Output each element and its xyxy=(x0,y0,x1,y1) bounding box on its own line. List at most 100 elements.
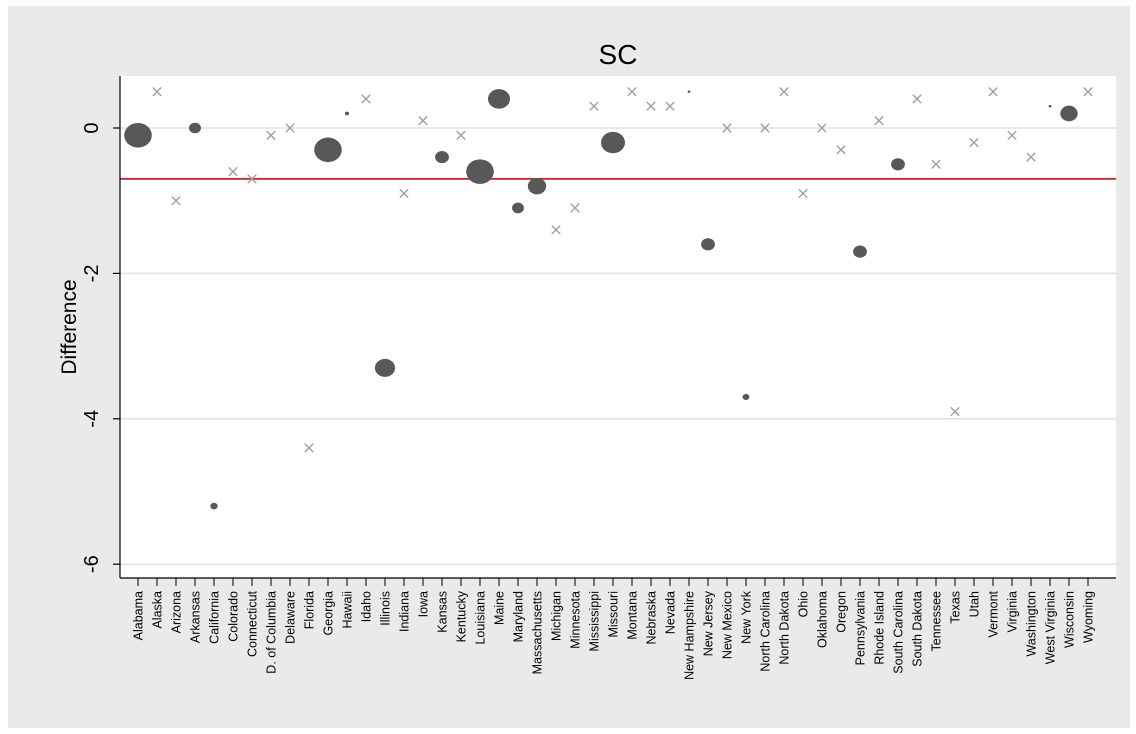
cross-stroke xyxy=(969,137,979,148)
x-tick-label: Rhode Island xyxy=(873,591,887,665)
x-tick-label: Tennessee xyxy=(930,591,944,652)
x-tick-label: Kentucky xyxy=(455,590,469,642)
cross-stroke xyxy=(665,101,675,111)
x-tick-label: Pennsylvania xyxy=(854,591,868,665)
data-point-cross xyxy=(228,166,238,177)
data-point-cross xyxy=(836,145,846,155)
data-point-circle xyxy=(701,238,715,251)
data-point-cross xyxy=(456,130,466,140)
data-point-cross xyxy=(627,86,637,97)
x-tick-label: Maryland xyxy=(512,591,526,642)
data-point-cross xyxy=(152,86,162,97)
cross-stroke xyxy=(456,130,466,140)
data-point-circle xyxy=(742,393,750,401)
data-point-cross xyxy=(969,137,979,148)
x-tick-label: Florida xyxy=(303,591,317,629)
cross-stroke xyxy=(171,196,181,206)
cross-stroke xyxy=(247,174,257,184)
data-point-circle xyxy=(466,159,494,184)
x-tick-label: South Carolina xyxy=(892,591,906,674)
x-tick-label: Idaho xyxy=(360,591,374,622)
cross-stroke xyxy=(988,86,998,97)
x-tick-label: Michigan xyxy=(550,591,564,641)
x-tick-label: Maine xyxy=(493,591,507,625)
x-tick-label: Vermont xyxy=(987,590,1001,637)
cross-stroke xyxy=(1026,152,1036,162)
x-tick-label: Wisconsin xyxy=(1063,591,1077,648)
cross-stroke xyxy=(627,86,637,97)
data-point-cross xyxy=(950,406,960,417)
x-tick-label: Massachusetts xyxy=(531,591,545,674)
x-tick-label: Connecticut xyxy=(246,590,260,657)
x-tick-label: Indiana xyxy=(398,591,412,632)
x-tick-label: Alaska xyxy=(151,591,165,629)
x-tick-label: Louisiana xyxy=(474,591,488,645)
x-tick-label: Washington xyxy=(1025,591,1039,657)
chart-title: SC xyxy=(599,39,638,70)
data-point-cross xyxy=(304,443,314,453)
cross-stroke xyxy=(399,188,409,199)
x-tick-label: Ohio xyxy=(797,591,811,617)
data-point-circle xyxy=(1048,104,1052,108)
x-tick-label: Missouri xyxy=(607,591,621,638)
cross-stroke xyxy=(722,123,732,133)
x-tick-label: Delaware xyxy=(284,591,298,644)
data-point-circle xyxy=(1060,105,1078,122)
x-tick-label: California xyxy=(208,591,222,644)
x-tick-label: South Dakota xyxy=(911,591,925,667)
data-point-cross xyxy=(722,123,732,133)
x-tick-label: Oklahoma xyxy=(816,591,830,648)
y-tick-label: 0 xyxy=(81,122,103,133)
x-tick-label: New Mexico xyxy=(721,591,735,659)
y-axis-label: Difference xyxy=(58,279,81,374)
y-tick-label: -4 xyxy=(81,410,103,428)
data-point-cross xyxy=(988,86,998,97)
cross-stroke xyxy=(285,123,295,133)
y-tick-label: -6 xyxy=(81,555,103,573)
data-point-circle xyxy=(853,245,867,258)
data-point-cross xyxy=(779,86,789,97)
cross-stroke xyxy=(589,101,599,111)
cross-stroke xyxy=(1083,86,1093,97)
data-point-circle xyxy=(601,131,625,154)
data-point-cross xyxy=(874,116,884,126)
x-tick-label: Arkansas xyxy=(189,591,203,643)
x-tick-label: Mississippi xyxy=(588,591,602,651)
data-point-cross xyxy=(912,94,922,104)
x-tick-label: North Carolina xyxy=(759,591,773,672)
cross-stroke xyxy=(874,116,884,126)
x-tick-label: Hawaii xyxy=(341,591,355,629)
x-tick-label: Illinois xyxy=(379,591,393,626)
x-tick-label: New Jersey xyxy=(702,590,716,656)
cross-stroke xyxy=(646,101,656,111)
data-point-cross xyxy=(551,225,561,235)
x-tick-label: Nevada xyxy=(664,591,678,634)
cross-stroke xyxy=(361,94,371,104)
data-point-cross xyxy=(266,130,276,140)
data-point-cross xyxy=(589,101,599,111)
data-point-circle xyxy=(891,158,905,171)
data-point-cross xyxy=(931,159,941,170)
data-point-cross xyxy=(760,123,770,133)
data-point-cross xyxy=(399,188,409,199)
cross-stroke xyxy=(950,406,960,417)
data-point-cross xyxy=(418,116,428,126)
data-point-cross xyxy=(1083,86,1093,97)
gridlines xyxy=(120,127,1116,565)
data-point-cross xyxy=(665,101,675,111)
x-tick-label: New Hampshire xyxy=(683,591,697,680)
x-tick-label: Virginia xyxy=(1006,591,1020,633)
x-tick-label: North Dakota xyxy=(778,591,792,665)
x-tick-label: Iowa xyxy=(417,591,431,617)
data-point-circle xyxy=(512,202,524,214)
data-point-cross xyxy=(171,196,181,206)
data-point-circle xyxy=(344,111,350,116)
data-point-circle xyxy=(210,502,218,510)
cross-stroke xyxy=(152,86,162,97)
data-point-cross xyxy=(247,174,257,184)
data-point-circle xyxy=(374,358,396,377)
data-point-circle xyxy=(124,122,152,148)
x-tick-label: Wyoming xyxy=(1082,591,1096,643)
data-point-circle xyxy=(435,150,449,164)
